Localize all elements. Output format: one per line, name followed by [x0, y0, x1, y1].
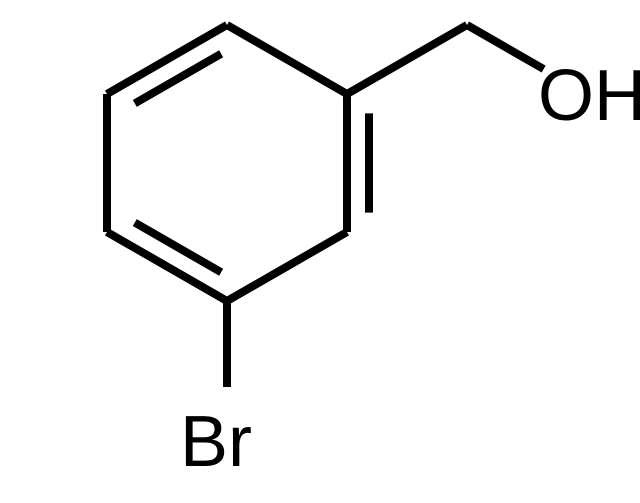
- bromine-label: Br: [180, 402, 252, 482]
- bond-line: [135, 223, 221, 273]
- bond-line: [135, 54, 221, 104]
- bond-line: [227, 232, 347, 301]
- bond-line: [347, 25, 467, 94]
- bonds-group: [107, 25, 544, 387]
- bond-line: [227, 25, 347, 94]
- molecule-diagram: OH Br: [0, 0, 640, 503]
- hydroxyl-label: OH: [538, 56, 640, 136]
- bond-line: [467, 25, 544, 69]
